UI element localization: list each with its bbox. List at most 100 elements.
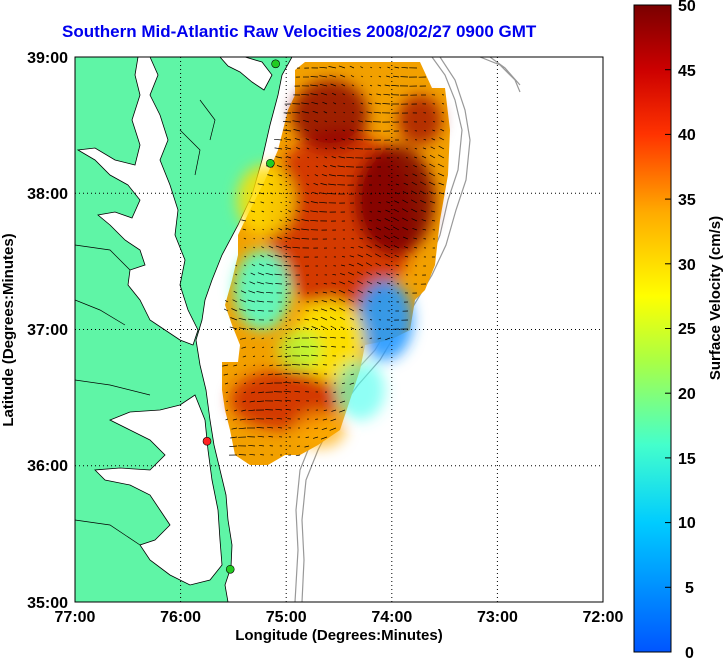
velocity-arrow: [324, 120, 328, 123]
y-tick-label: 39:00: [27, 50, 68, 67]
velocity-arrow: [252, 355, 256, 358]
velocity-arrow: [374, 244, 382, 249]
velocity-arrow: [402, 236, 409, 240]
velocity-arrow: [329, 427, 337, 431]
velocity-arrow: [348, 298, 355, 303]
velocity-arrow: [283, 381, 292, 384]
velocity-arrow: [311, 326, 319, 330]
colorbar-tick: 45: [678, 63, 696, 80]
velocity-arrow: [249, 201, 256, 204]
velocity-arrow: [280, 201, 283, 204]
velocity-arrow: [375, 262, 382, 267]
velocity-arrow: [323, 165, 328, 168]
velocity-arrow: [224, 382, 229, 385]
velocity-arrow: [301, 363, 310, 366]
velocity-arrow: [333, 138, 337, 141]
velocity-arrow: [342, 256, 346, 258]
velocity-arrow: [239, 418, 247, 421]
velocity-arrow: [302, 372, 310, 375]
velocity-arrow: [278, 227, 283, 231]
velocity-arrow: [440, 120, 445, 123]
velocity-arrow: [226, 409, 229, 412]
velocity-arrow: [288, 210, 292, 213]
velocity-arrow: [411, 190, 418, 195]
velocity-arrow: [349, 129, 355, 132]
velocity-arrow: [231, 427, 238, 430]
velocity-arrow: [367, 228, 373, 231]
velocity-arrow: [298, 183, 301, 186]
velocity-arrow: [313, 436, 319, 439]
velocity-arrow: [301, 93, 310, 96]
velocity-arrow: [429, 191, 436, 195]
velocity-arrow: [277, 236, 283, 240]
velocity-arrow: [310, 345, 319, 348]
velocity-arrow: [349, 65, 355, 69]
velocity-arrow: [329, 299, 337, 303]
velocity-arrow: [358, 246, 364, 249]
velocity-arrow: [278, 174, 283, 177]
velocity-arrow: [420, 209, 427, 213]
velocity-arrow: [366, 245, 373, 249]
velocity-arrow: [261, 210, 265, 213]
velocity-arrow: [323, 111, 328, 114]
velocity-arrow: [369, 93, 373, 96]
velocity-arrow: [413, 237, 418, 240]
velocity-arrow: [402, 226, 409, 231]
y-tick-label: 36:00: [27, 458, 68, 475]
velocity-arrow: [304, 318, 310, 321]
velocity-arrow: [258, 444, 265, 447]
velocity-arrow: [421, 219, 427, 222]
velocity-arrow: [258, 263, 265, 267]
velocity-arrow: [411, 218, 418, 222]
velocity-arrow: [369, 337, 373, 339]
velocity-arrow: [350, 327, 355, 330]
velocity-arrow: [241, 219, 247, 222]
velocity-arrow: [331, 346, 337, 348]
velocity-arrow: [298, 174, 301, 177]
velocity-arrow: [289, 192, 292, 195]
velocity-arrow: [366, 111, 373, 114]
velocity-arrow: [248, 409, 256, 412]
velocity-arrow: [420, 199, 427, 204]
velocity-arrow: [428, 172, 436, 177]
velocity-arrow: [339, 307, 346, 312]
velocity-arrow: [243, 237, 247, 240]
velocity-arrow: [244, 382, 247, 385]
velocity-arrow: [331, 92, 337, 96]
velocity-arrow: [382, 103, 391, 105]
velocity-arrow: [256, 291, 265, 294]
velocity-arrow: [303, 200, 310, 204]
velocity-arrow: [297, 192, 301, 195]
velocity-arrow: [313, 373, 319, 375]
velocity-arrow: [338, 156, 346, 159]
velocity-arrow: [438, 182, 445, 186]
velocity-arrow: [319, 336, 328, 339]
velocity-arrow: [404, 174, 409, 177]
velocity-arrow: [330, 83, 337, 87]
velocity-arrow: [438, 145, 445, 150]
velocity-arrow: [301, 228, 310, 231]
velocity-arrow: [395, 264, 400, 267]
velocity-arrow: [328, 193, 337, 195]
velocity-arrow: [412, 227, 418, 231]
velocity-arrow: [321, 174, 328, 177]
velocity-arrow: [393, 217, 400, 222]
velocity-arrow: [437, 163, 445, 168]
velocity-arrow: [267, 373, 274, 376]
velocity-arrow: [287, 165, 292, 168]
river-lines: [75, 99, 216, 546]
velocity-arrow: [313, 120, 319, 123]
velocity-arrow: [348, 138, 355, 141]
velocity-arrow: [292, 120, 301, 123]
velocity-arrow: [432, 121, 436, 123]
velocity-arrow: [420, 181, 427, 186]
velocity-arrow: [303, 327, 310, 330]
velocity-arrow: [347, 280, 355, 285]
velocity-arrows: [222, 65, 445, 457]
velocity-arrow: [342, 382, 346, 384]
velocity-arrow: [360, 66, 364, 69]
velocity-arrow: [383, 93, 391, 96]
velocity-arrow: [359, 237, 364, 240]
velocity-arrow: [378, 202, 382, 204]
velocity-arrow: [268, 436, 274, 438]
